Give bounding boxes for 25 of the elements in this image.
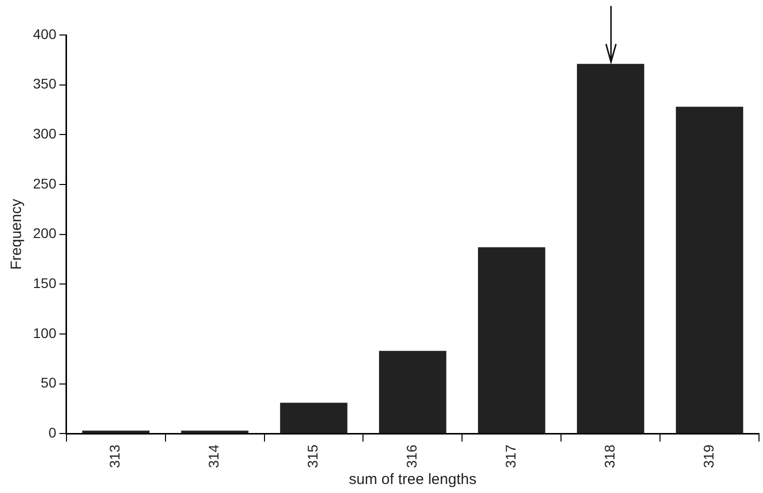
y-tick-label: 300 <box>33 126 57 142</box>
y-tick-label: 100 <box>33 324 57 341</box>
x-tick-label: 318 <box>601 444 618 468</box>
bar <box>576 64 644 434</box>
x-tick-label: 317 <box>502 444 518 468</box>
bar <box>181 430 248 434</box>
x-tick-label: 316 <box>404 444 420 468</box>
bar <box>82 430 150 434</box>
bar <box>379 350 446 434</box>
y-axis-title: Frequency <box>8 198 26 270</box>
y-tick-label: 0 <box>48 424 57 440</box>
x-tick-label: 319 <box>700 444 716 468</box>
bar <box>478 247 546 434</box>
y-tick-label: 350 <box>33 76 57 92</box>
x-tick-label: 315 <box>304 444 321 468</box>
y-tick-label: 200 <box>33 225 57 242</box>
y-tick-label: 50 <box>40 374 57 391</box>
y-tick-label: 400 <box>33 26 57 42</box>
y-tick-label: 150 <box>33 275 57 292</box>
bar <box>676 106 744 434</box>
x-tick-label: 313 <box>106 444 123 468</box>
x-tick-label: 314 <box>206 444 222 468</box>
x-axis-title: sum of tree lengths <box>348 471 476 488</box>
bar <box>280 402 348 434</box>
y-tick-label: 250 <box>33 175 57 192</box>
